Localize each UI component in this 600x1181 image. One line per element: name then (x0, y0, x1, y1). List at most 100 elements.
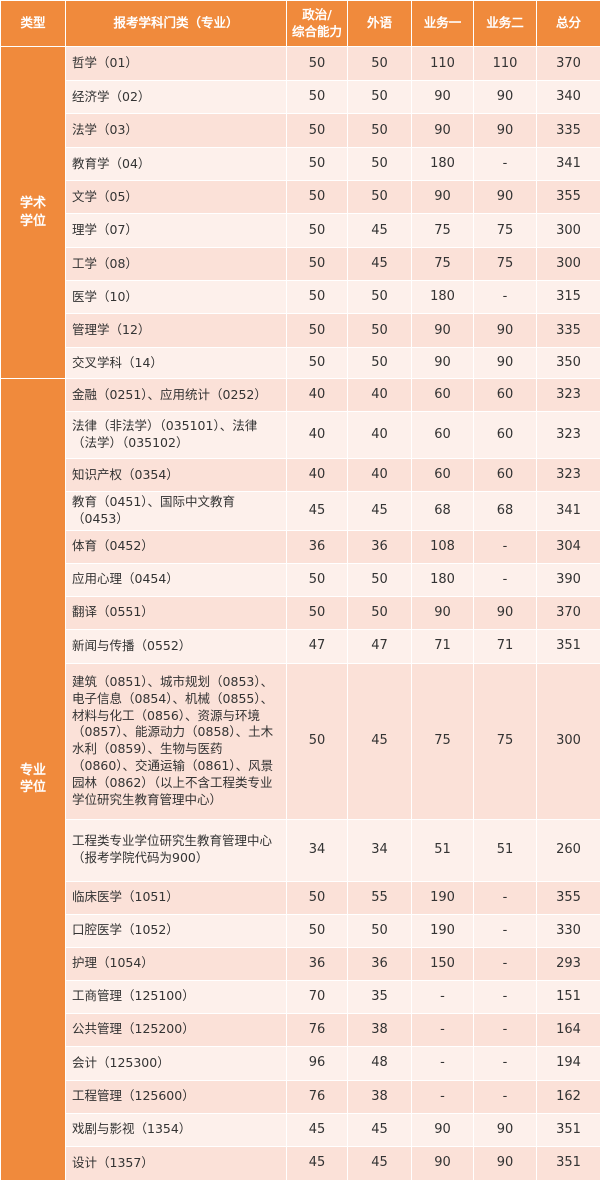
score-cell: 90 (412, 1146, 474, 1180)
score-cell: 70 (287, 980, 348, 1013)
score-cell: - (474, 1080, 537, 1113)
score-cell: - (474, 914, 537, 947)
score-cell: 50 (287, 248, 348, 281)
score-cell: 60 (474, 412, 537, 459)
score-cell: 50 (348, 596, 412, 629)
type-cell: 学术 学位 (1, 47, 66, 379)
score-cell: 36 (348, 947, 412, 980)
score-cell: 50 (348, 281, 412, 314)
score-cell: - (474, 563, 537, 596)
score-cell: 34 (287, 819, 348, 881)
score-cell: 180 (412, 281, 474, 314)
score-cell: - (412, 980, 474, 1013)
score-cell: 75 (412, 663, 474, 819)
score-cell: 300 (537, 248, 600, 281)
score-cell: - (474, 530, 537, 563)
subject-cell: 戏剧与影视（1354） (66, 1113, 287, 1146)
subject-cell: 医学（10） (66, 281, 287, 314)
score-cell: 60 (412, 379, 474, 412)
subject-cell: 金融（0251）、应用统计（0252） (66, 379, 287, 412)
score-cell: - (474, 281, 537, 314)
score-cell: 323 (537, 412, 600, 459)
score-cell: 355 (537, 881, 600, 914)
score-cell: 350 (537, 348, 600, 379)
score-cell: 90 (412, 596, 474, 629)
score-cell: 40 (287, 459, 348, 492)
score-cell: - (474, 1046, 537, 1080)
subject-cell: 应用心理（0454） (66, 563, 287, 596)
score-cell: - (474, 881, 537, 914)
score-cell: 76 (287, 1080, 348, 1113)
score-cell: 60 (474, 459, 537, 492)
score-cell: 90 (474, 81, 537, 114)
score-cell: 304 (537, 530, 600, 563)
score-cell: 50 (287, 47, 348, 81)
score-cell: 75 (474, 214, 537, 248)
score-cell: 164 (537, 1013, 600, 1046)
score-cell: 150 (412, 947, 474, 980)
score-cell: 68 (474, 492, 537, 531)
score-cell: 36 (287, 530, 348, 563)
score-cell: 190 (412, 881, 474, 914)
score-cell: 90 (412, 81, 474, 114)
subject-cell: 工程管理（125600） (66, 1080, 287, 1113)
subject-cell: 教育（0451）、国际中文教育（0453） (66, 492, 287, 531)
score-cell: 38 (348, 1013, 412, 1046)
score-cell: 50 (287, 181, 348, 214)
score-cell: 36 (287, 947, 348, 980)
score-cell: 50 (287, 563, 348, 596)
subject-cell: 交叉学科（14） (66, 348, 287, 379)
score-cell: 190 (412, 914, 474, 947)
subject-cell: 建筑（0851）、城市规划（0853）、电子信息（0854）、机械（0855）、… (66, 663, 287, 819)
table-row: 建筑（0851）、城市规划（0853）、电子信息（0854）、机械（0855）、… (1, 663, 600, 819)
header-cell: 业务二 (474, 1, 537, 47)
score-cell: 90 (474, 314, 537, 348)
score-cell: 50 (348, 47, 412, 81)
score-cell: - (474, 1013, 537, 1046)
score-cell: - (474, 947, 537, 980)
subject-cell: 临床医学（1051） (66, 881, 287, 914)
score-cell: 390 (537, 563, 600, 596)
score-cell: 90 (412, 1113, 474, 1146)
score-cell: 50 (287, 148, 348, 181)
subject-cell: 法律（非法学）（035101）、法律（法学）（035102） (66, 412, 287, 459)
score-cell: 90 (474, 114, 537, 148)
score-cell: 40 (287, 379, 348, 412)
score-cell: - (412, 1013, 474, 1046)
score-cell: 341 (537, 148, 600, 181)
subject-cell: 哲学（01） (66, 47, 287, 81)
score-cell: 50 (287, 214, 348, 248)
score-cell: 50 (348, 148, 412, 181)
score-cell: 90 (474, 1146, 537, 1180)
score-cell: 51 (412, 819, 474, 881)
header-cell: 业务一 (412, 1, 474, 47)
score-cell: 300 (537, 663, 600, 819)
score-cell: 90 (474, 348, 537, 379)
score-cell: 50 (348, 314, 412, 348)
score-cell: 50 (287, 596, 348, 629)
score-cell: - (412, 1080, 474, 1113)
score-cell: 90 (412, 314, 474, 348)
score-cell: 90 (412, 181, 474, 214)
score-cell: 108 (412, 530, 474, 563)
score-cell: 40 (348, 412, 412, 459)
score-cell: 50 (287, 114, 348, 148)
score-cell: 45 (348, 663, 412, 819)
subject-cell: 经济学（02） (66, 81, 287, 114)
